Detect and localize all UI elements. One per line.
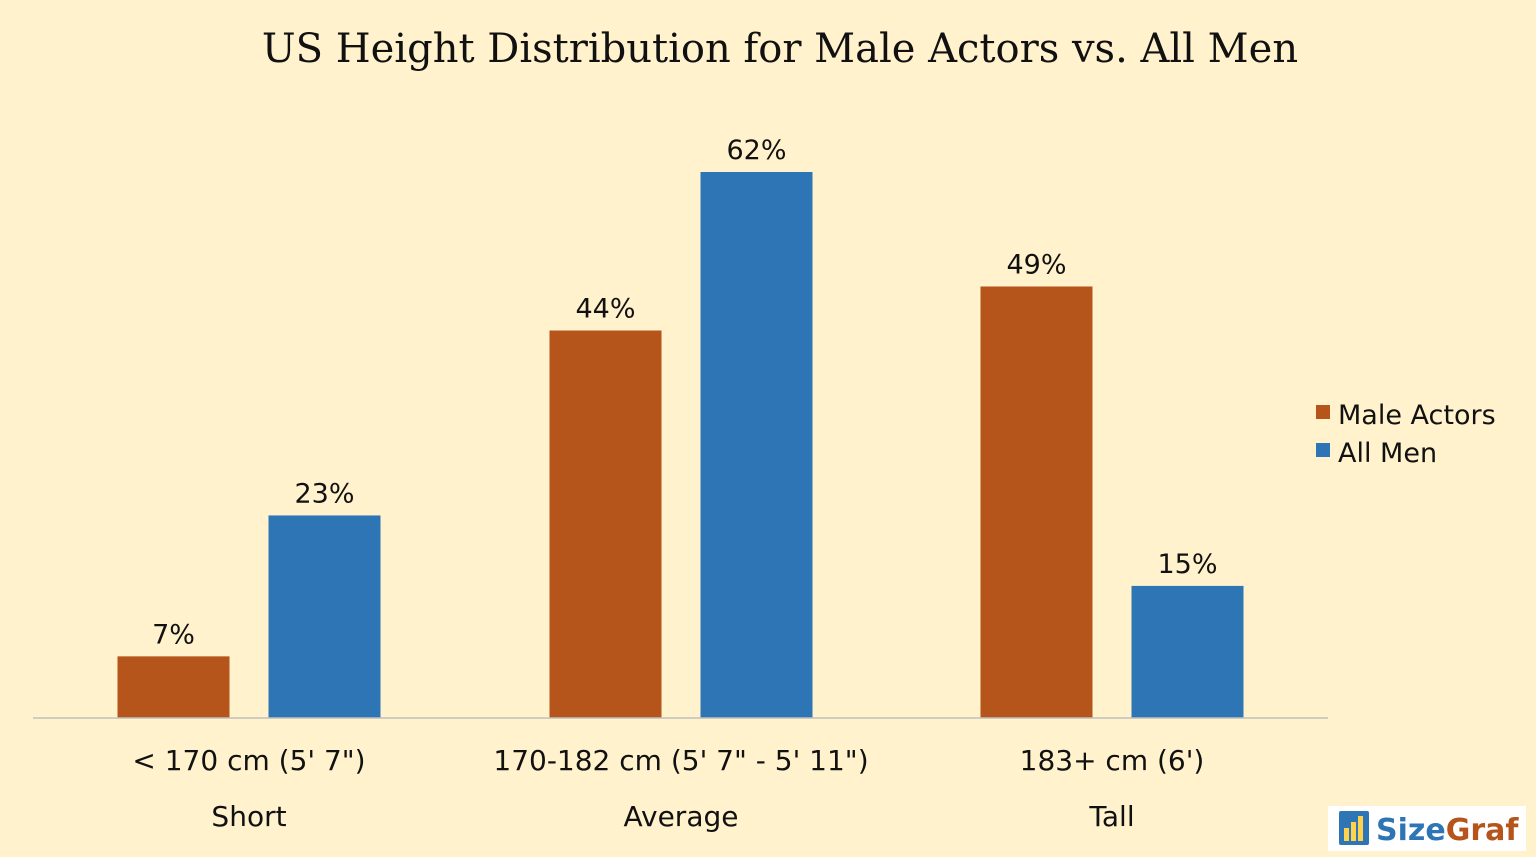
chart-title: US Height Distribution for Male Actors v… — [262, 26, 1298, 72]
logo-text-size: Size — [1376, 813, 1446, 848]
legend: Male Actors All Men — [1316, 400, 1496, 469]
bar-male-actors-3 — [980, 286, 1093, 718]
x-tick-label: 183+ cm (6') — [1020, 744, 1205, 777]
legend-swatch — [1316, 443, 1330, 457]
labels-layer: 7% 23% < 170 cm (5' 7") Short 44% 62% 170-182 … — [132, 135, 1217, 833]
bar-chart-icon — [1339, 811, 1369, 845]
legend-label: All Men — [1338, 438, 1437, 469]
legend-swatch — [1316, 405, 1330, 419]
legend-label: Male Actors — [1338, 400, 1496, 431]
sizegraf-logo: SizeGraf — [1328, 806, 1526, 851]
data-label: 62% — [726, 135, 786, 166]
data-label: 15% — [1157, 549, 1217, 580]
logo-text-graf: Graf — [1446, 813, 1520, 848]
bar-all-men-1 — [268, 515, 381, 718]
x-group-label: Tall — [1088, 800, 1134, 833]
x-tick-label: 170-182 cm (5' 7" - 5' 11") — [493, 744, 868, 777]
data-label: 49% — [1006, 249, 1066, 280]
data-label: 44% — [575, 294, 635, 325]
x-group-label: Average — [624, 800, 739, 833]
logo-text: SizeGraf — [1376, 813, 1519, 848]
bar-male-actors-1 — [117, 656, 230, 718]
bar-all-men-2 — [700, 172, 813, 718]
x-tick-label: < 170 cm (5' 7") — [132, 744, 365, 777]
data-label: 7% — [152, 619, 195, 650]
data-label: 23% — [294, 478, 354, 509]
bars-layer — [117, 172, 1244, 718]
x-group-label: Short — [211, 800, 286, 833]
bar-all-men-3 — [1131, 585, 1244, 718]
bar-male-actors-2 — [549, 330, 662, 718]
